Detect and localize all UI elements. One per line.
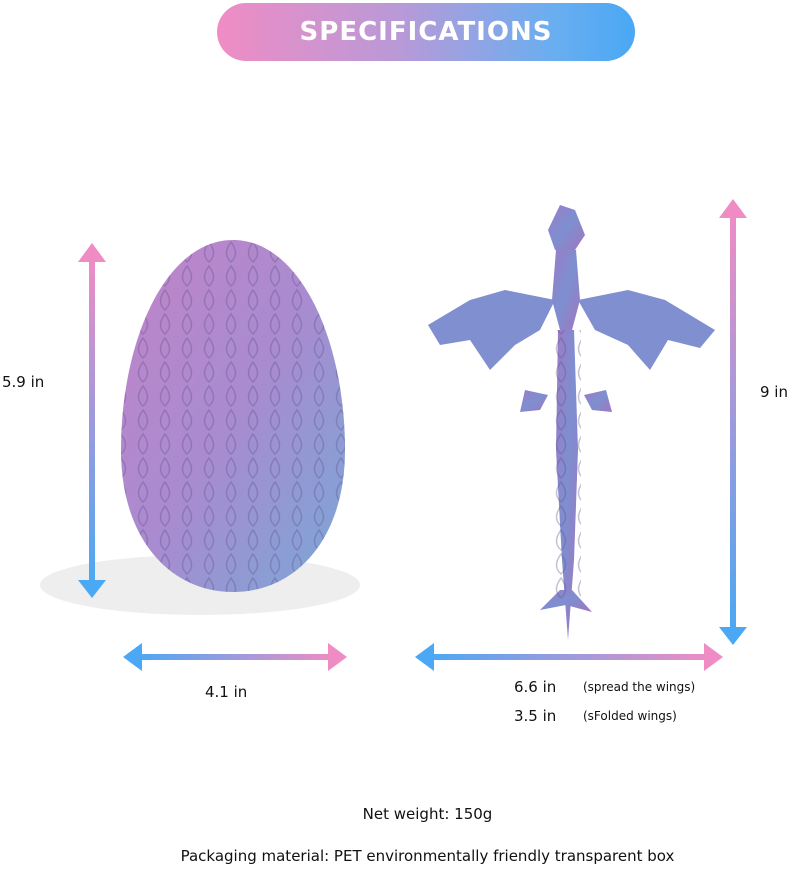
egg-height-arrow	[78, 243, 106, 598]
dragon-width-arrow	[415, 643, 723, 671]
net-weight-text: Net weight: 150g	[362, 805, 493, 823]
dragon-egg-image	[121, 240, 345, 592]
packaging-text: Packaging material: PET environmentally …	[180, 847, 675, 865]
banner-title: SPECIFICATIONS	[299, 17, 553, 47]
egg-height-label: 5.9 in	[2, 373, 45, 391]
specifications-banner: SPECIFICATIONS	[217, 3, 635, 61]
dragon-height-label: 9 in	[760, 383, 788, 401]
dragon-folded-note: (sFolded wings)	[583, 709, 677, 723]
dragon-spread-note: (spread the wings)	[583, 680, 696, 694]
dragon-height-arrow	[719, 199, 747, 645]
dragon-spread-width-label: 6.6 in	[514, 678, 557, 696]
dragon-folded-width-label: 3.5 in	[514, 707, 557, 725]
egg-width-arrow	[123, 643, 347, 671]
egg-width-label: 4.1 in	[205, 683, 248, 701]
